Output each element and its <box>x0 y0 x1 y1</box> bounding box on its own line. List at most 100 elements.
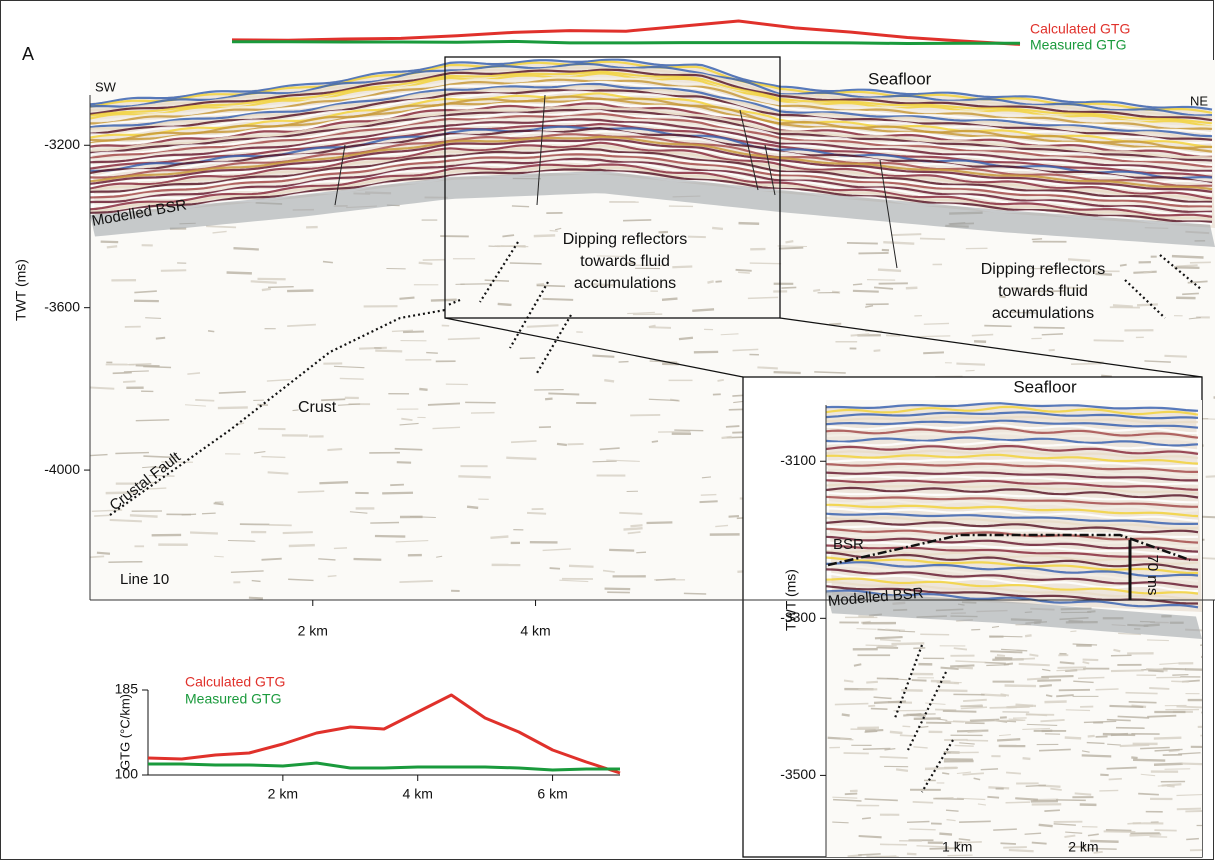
faint-reflector <box>623 527 643 531</box>
y-tick-label: -3100 <box>780 452 816 468</box>
faint-reflector <box>106 245 118 249</box>
faint-reflector <box>1199 418 1215 420</box>
reflector <box>826 499 1199 513</box>
dotted-line <box>1159 254 1203 291</box>
faint-reflector <box>990 650 1023 654</box>
faint-reflector <box>218 391 246 394</box>
fault <box>334 144 346 206</box>
faint-reflector <box>152 466 169 469</box>
faint-reflector <box>1112 304 1133 308</box>
faint-reflector <box>924 766 957 771</box>
faint-reflector <box>511 205 530 208</box>
faint-reflector <box>217 406 248 410</box>
faint-reflector <box>880 638 901 642</box>
y-axis-label: TWT (ms) <box>13 259 29 321</box>
reflector <box>826 535 1199 553</box>
faint-reflector <box>1005 771 1021 775</box>
faint-reflector <box>1001 648 1028 652</box>
reflector <box>826 549 1199 565</box>
x-tick-label: 2 km <box>1068 839 1098 855</box>
faint-reflector <box>533 234 556 238</box>
faint-reflector <box>874 635 903 640</box>
annotation: Dipping reflectors <box>563 231 688 248</box>
annotation: accumulations <box>992 305 1094 322</box>
faint-reflector <box>1178 752 1201 755</box>
annotation: accumulations <box>574 275 676 292</box>
faint-reflector <box>90 453 108 457</box>
faint-reflector <box>955 660 986 664</box>
faint-reflector <box>1045 694 1053 698</box>
faint-reflector <box>1000 693 1010 697</box>
reflector <box>826 402 1199 412</box>
y-tick-label: -4000 <box>44 461 80 477</box>
annotation: Crust <box>298 399 337 416</box>
faint-reflector <box>879 756 908 759</box>
faint-reflector <box>960 706 988 710</box>
faint-reflector <box>715 524 729 528</box>
faint-reflector <box>602 569 615 573</box>
faint-reflector <box>497 302 512 307</box>
faint-reflector <box>984 661 1006 665</box>
faint-reflector <box>1064 736 1082 740</box>
y-tick-label: -3200 <box>44 136 80 152</box>
faint-reflector <box>109 518 142 523</box>
faint-reflector <box>542 297 574 301</box>
faint-reflector <box>873 286 894 290</box>
faint-reflector <box>1057 666 1087 669</box>
faint-reflector <box>1095 688 1119 691</box>
x-tick-label: 1 km <box>942 839 972 855</box>
faint-reflector <box>907 820 930 824</box>
faint-reflector <box>509 262 542 265</box>
gtg-line <box>147 693 621 775</box>
faint-reflector <box>333 547 348 550</box>
faint-reflector <box>646 521 673 525</box>
faint-reflector <box>627 531 641 535</box>
faint-reflector <box>1056 694 1074 698</box>
gtg-line <box>148 761 620 772</box>
faint-reflector <box>1070 630 1077 633</box>
faint-reflector <box>1140 746 1170 750</box>
reflector <box>90 118 1212 172</box>
faint-reflector <box>1129 833 1162 837</box>
faint-reflector <box>207 330 215 333</box>
faint-reflector <box>201 512 216 515</box>
faint-reflector <box>1026 723 1058 726</box>
faint-reflector <box>619 511 643 515</box>
faint-reflector <box>905 286 918 290</box>
faint-reflector <box>832 821 849 824</box>
reflector <box>826 525 1199 539</box>
faint-reflector <box>94 514 112 517</box>
faint-reflector <box>952 720 971 723</box>
faint-reflector <box>1176 807 1202 811</box>
reflector <box>826 486 1199 499</box>
faint-reflector <box>781 286 797 289</box>
faint-reflector <box>1065 709 1091 712</box>
faint-reflector <box>375 349 403 353</box>
faint-reflector <box>945 809 959 812</box>
y-tick-label: -3600 <box>44 298 80 314</box>
faint-reflector <box>1140 773 1156 777</box>
reflector <box>826 471 1198 482</box>
faint-reflector <box>1039 684 1052 688</box>
faint-reflector <box>877 268 902 273</box>
faint-reflector <box>1125 691 1158 695</box>
faint-reflector <box>832 796 858 799</box>
reflector <box>90 82 1213 138</box>
faint-reflector <box>1118 632 1141 636</box>
reflector <box>826 495 1198 508</box>
faint-reflector <box>980 693 1007 697</box>
faint-reflector <box>1146 639 1169 642</box>
faint-reflector <box>353 557 382 561</box>
faint-reflector <box>876 677 899 680</box>
faint-reflector <box>1172 673 1189 676</box>
faint-reflector <box>919 237 946 241</box>
faint-reflector <box>288 578 314 582</box>
faint-reflector <box>1136 303 1158 307</box>
faint-reflector <box>536 284 566 288</box>
faint-reflector <box>1131 756 1138 760</box>
faint-reflector <box>913 746 928 749</box>
faint-reflector <box>933 797 964 800</box>
faint-reflector <box>984 324 1012 328</box>
faint-reflector <box>409 516 436 519</box>
faint-reflector <box>878 645 894 648</box>
